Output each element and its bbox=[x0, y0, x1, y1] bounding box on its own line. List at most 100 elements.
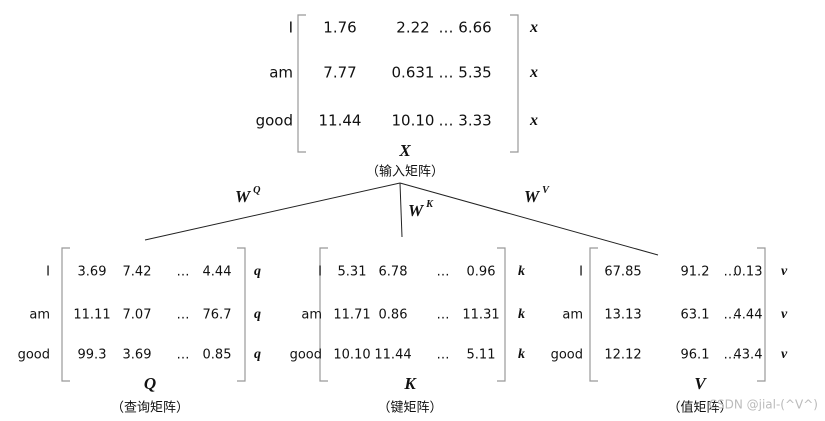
bracket bbox=[61, 247, 70, 382]
vector-label: q bbox=[254, 264, 261, 279]
symbol: v bbox=[781, 307, 788, 322]
symbol: q bbox=[254, 347, 261, 362]
symbol: x bbox=[529, 19, 538, 36]
vector-label: v bbox=[781, 307, 788, 322]
cell: … bbox=[724, 348, 737, 363]
bracket bbox=[510, 14, 519, 153]
cell: … bbox=[177, 308, 190, 323]
symbol: q bbox=[254, 307, 261, 322]
cell: 11.44 bbox=[374, 348, 411, 363]
matrix-name: K bbox=[403, 374, 417, 393]
cell: 10.10 bbox=[392, 112, 435, 130]
vector-label: q bbox=[254, 307, 261, 322]
cell: 11.71 bbox=[333, 308, 370, 323]
cell: 11.11 bbox=[73, 308, 110, 323]
cell: 76.7 bbox=[203, 308, 232, 323]
bracket bbox=[297, 14, 306, 153]
cell: 3.69 bbox=[123, 348, 152, 363]
row-label: am bbox=[301, 308, 322, 323]
cell: … bbox=[439, 112, 454, 130]
vector-label: x bbox=[529, 112, 538, 129]
symbol: k bbox=[518, 264, 525, 279]
connector bbox=[399, 182, 659, 256]
row-label: am bbox=[562, 308, 583, 323]
cell: 5.31 bbox=[338, 265, 367, 280]
cell: 6.66 bbox=[458, 19, 491, 37]
connector bbox=[144, 182, 401, 241]
symbol: q bbox=[254, 264, 261, 279]
cell: … bbox=[439, 64, 454, 82]
cell: 0.85 bbox=[203, 348, 232, 363]
symbol: k bbox=[518, 347, 525, 362]
cell: 10.10 bbox=[333, 348, 370, 363]
cell: … bbox=[177, 348, 190, 363]
cell: … bbox=[724, 308, 737, 323]
cell: 11.44 bbox=[319, 112, 362, 130]
cell: 0.631 bbox=[392, 64, 435, 82]
row-label: I bbox=[46, 265, 50, 280]
sup: V bbox=[542, 186, 550, 197]
cell: … bbox=[177, 265, 190, 280]
bracket bbox=[589, 247, 598, 382]
cell: 5.35 bbox=[458, 64, 491, 82]
vector-label: x bbox=[529, 19, 538, 36]
sup: Q bbox=[253, 186, 261, 197]
cell: 0.96 bbox=[467, 265, 496, 280]
cell: 67.85 bbox=[604, 265, 641, 280]
cell: 2.22 bbox=[396, 19, 429, 37]
cell: … bbox=[724, 265, 737, 280]
row-label: good bbox=[551, 348, 583, 363]
matrix-caption: （查询矩阵） bbox=[111, 401, 189, 416]
matrix-name: X bbox=[398, 141, 411, 160]
vector-label: k bbox=[518, 307, 525, 322]
row-label: good bbox=[256, 112, 293, 130]
matrix-name: Q bbox=[144, 374, 156, 393]
symbol: W bbox=[408, 201, 425, 220]
cell: 3.69 bbox=[78, 265, 107, 280]
cell: 4.44 bbox=[734, 308, 763, 323]
bracket bbox=[497, 247, 506, 382]
sup: K bbox=[425, 200, 434, 211]
matrix-caption: （值矩阵） bbox=[667, 400, 732, 416]
cell: 99.3 bbox=[78, 348, 107, 363]
vector-label: k bbox=[518, 347, 525, 362]
cell: 5.11 bbox=[467, 348, 496, 363]
cell: 7.77 bbox=[323, 64, 356, 82]
row-label: I bbox=[318, 265, 322, 280]
symbol: W bbox=[235, 187, 252, 206]
cell: 0.13 bbox=[734, 265, 763, 280]
symbol: x bbox=[529, 64, 538, 81]
bracket bbox=[319, 247, 328, 382]
cell: 11.31 bbox=[462, 308, 499, 323]
cell: 0.86 bbox=[379, 308, 408, 323]
matrix-caption: （输入矩阵） bbox=[366, 164, 444, 180]
vector-label: k bbox=[518, 264, 525, 279]
cell: 4.44 bbox=[203, 265, 232, 280]
cell: 91.2 bbox=[681, 265, 710, 280]
cell: … bbox=[437, 308, 450, 323]
watermark: CSDN @jial-(^V^) bbox=[709, 398, 818, 412]
row-label: good bbox=[290, 348, 322, 363]
matrix-caption: （键矩阵） bbox=[377, 401, 442, 416]
vector-label: v bbox=[781, 347, 788, 362]
cell: 7.42 bbox=[123, 265, 152, 280]
cell: 7.07 bbox=[123, 308, 152, 323]
cell: 63.1 bbox=[681, 308, 710, 323]
matrix-name: V bbox=[694, 374, 707, 393]
vector-label: x bbox=[529, 64, 538, 81]
cell: 1.76 bbox=[323, 19, 356, 37]
bracket bbox=[757, 247, 766, 382]
symbol: v bbox=[781, 264, 788, 279]
row-label: good bbox=[18, 348, 50, 363]
symbol: k bbox=[518, 307, 525, 322]
symbol: x bbox=[529, 112, 538, 129]
cell: 6.78 bbox=[379, 265, 408, 280]
symbol: v bbox=[781, 347, 788, 362]
cell: 3.33 bbox=[458, 112, 491, 130]
bracket bbox=[237, 247, 246, 382]
row-label: am bbox=[29, 308, 50, 323]
cell: … bbox=[439, 19, 454, 37]
